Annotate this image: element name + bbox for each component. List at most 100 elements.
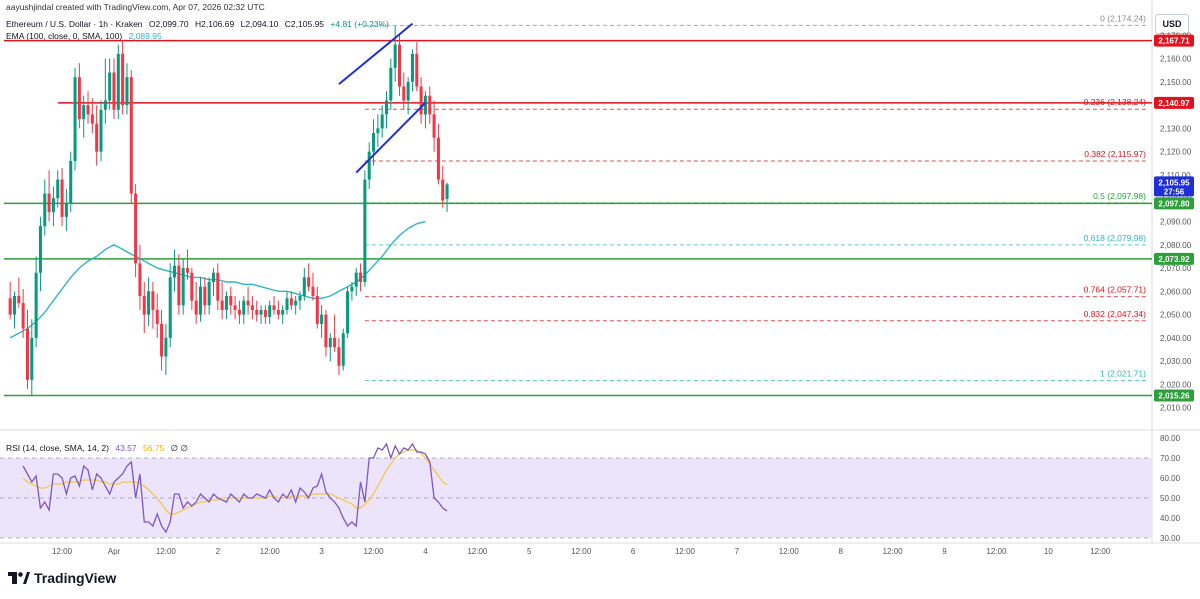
price-tick-label: 2,010.00 xyxy=(1160,404,1192,413)
candle-body xyxy=(90,114,94,124)
time-tick-label: 4 xyxy=(423,547,428,556)
candle-body xyxy=(255,309,259,315)
candle-body xyxy=(397,44,401,87)
candle-body xyxy=(384,100,389,115)
time-tick-label: 12:00 xyxy=(883,547,904,556)
candle-body xyxy=(367,151,371,180)
time-tick-label: 3 xyxy=(319,547,324,556)
price-level-badge-label: 2,097.80 xyxy=(1158,199,1190,208)
candle-body xyxy=(389,67,393,101)
candle-body xyxy=(181,268,185,306)
candle-body xyxy=(73,77,77,161)
candle-body xyxy=(38,226,42,273)
price-tick-label: 2,130.00 xyxy=(1160,124,1192,133)
symbol-legend[interactable]: Ethereum / U.S. Dollar · 1h · Kraken O2,… xyxy=(6,19,393,29)
last-price-label: 2,105.95 xyxy=(1158,178,1190,187)
fibonacci-level-label: 0.382 (2,115.97) xyxy=(1084,149,1146,159)
tradingview-logo[interactable]: TradingView xyxy=(8,570,116,586)
candle-body xyxy=(246,300,250,306)
tradingview-icon xyxy=(8,572,30,584)
price-level-badge xyxy=(1154,252,1194,265)
time-tick-label: 12:00 xyxy=(156,547,177,556)
candle-body xyxy=(30,337,34,380)
candle-body xyxy=(160,323,164,357)
candle-body xyxy=(346,291,350,334)
candle-body xyxy=(402,86,406,101)
candle-body xyxy=(77,77,81,120)
candle-body xyxy=(337,347,341,366)
price-level-badge xyxy=(1154,389,1194,402)
candle-body xyxy=(324,314,328,348)
fibonacci-level-label: 0.832 (2,047.34) xyxy=(1084,309,1147,319)
rsi-tick-label: 60.00 xyxy=(1160,474,1181,483)
candle-body xyxy=(298,295,302,301)
close-value: C2,105.95 xyxy=(284,19,325,29)
price-level-badge-label: 2,015.26 xyxy=(1158,391,1190,400)
time-tick-label: 6 xyxy=(631,547,636,556)
candle-body xyxy=(423,95,427,115)
candle-body xyxy=(250,305,254,310)
time-tick-label: 12:00 xyxy=(467,547,488,556)
candle-body xyxy=(432,114,436,138)
candle-body xyxy=(21,302,25,329)
rsi-legend[interactable]: RSI (14, close, SMA, 14, 2) 43.57 56.75 … xyxy=(6,443,192,454)
time-tick-label: 12:00 xyxy=(675,547,696,556)
candle-body xyxy=(103,100,107,110)
chart-attribution: aayushjindal created with TradingView.co… xyxy=(6,2,265,12)
candle-body xyxy=(376,128,380,134)
price-level-badge xyxy=(1154,34,1194,47)
time-tick-label: 12:00 xyxy=(260,547,281,556)
time-tick-label: 12:00 xyxy=(364,547,385,556)
ema-legend[interactable]: EMA (100, close, 0, SMA, 100) 2,089.95 xyxy=(6,31,166,41)
ema-label: EMA (100, close, 0, SMA, 100) xyxy=(6,31,123,41)
price-tick-label: 2,120.00 xyxy=(1160,148,1192,157)
price-tick-label: 2,060.00 xyxy=(1160,287,1192,296)
candle-body xyxy=(112,72,116,110)
candle-body xyxy=(410,53,414,82)
candle-body xyxy=(289,298,293,306)
candle-body xyxy=(276,309,280,315)
price-tick-label: 2,020.00 xyxy=(1160,380,1192,389)
candle-body xyxy=(69,160,73,203)
high-value: H2,106.69 xyxy=(194,19,235,29)
candle-body xyxy=(372,133,376,152)
time-tick-label: 12:00 xyxy=(52,547,73,556)
candle-body xyxy=(95,123,99,152)
candle-body xyxy=(211,272,215,283)
rsi-ma-value: 56.75 xyxy=(143,443,165,453)
candle-body xyxy=(315,295,319,324)
candle-body xyxy=(47,193,51,213)
price-tick-label: 2,070.00 xyxy=(1160,264,1192,273)
price-tick-label: 2,050.00 xyxy=(1160,311,1192,320)
candle-body xyxy=(86,105,90,115)
candle-body xyxy=(436,137,440,180)
currency-button[interactable]: USD xyxy=(1155,14,1189,34)
time-tick-label: 2 xyxy=(216,547,221,556)
candle-body xyxy=(34,272,38,338)
time-tick-label: 10 xyxy=(1044,547,1053,556)
open-value: O2,099.70 xyxy=(148,19,189,29)
fibonacci-level-label: 0.618 (2,079.98) xyxy=(1084,233,1147,243)
candle-body xyxy=(311,286,315,296)
candle-body xyxy=(233,305,237,310)
candle-body xyxy=(151,291,155,310)
candle-body xyxy=(60,179,64,217)
time-tick-label: 12:00 xyxy=(779,547,800,556)
candle-body xyxy=(125,77,129,106)
rsi-label: RSI (14, close, SMA, 14, 2) xyxy=(6,443,109,453)
candle-body xyxy=(229,295,233,306)
candle-body xyxy=(406,81,410,101)
candle-body xyxy=(190,272,194,301)
time-tick-label: 8 xyxy=(838,547,843,556)
symbol-label: Ethereum / U.S. Dollar · 1h · Kraken xyxy=(6,19,143,29)
fibonacci-level-label: 1 (2,021.71) xyxy=(1100,368,1146,378)
candle-body xyxy=(307,277,311,287)
candle-body xyxy=(359,272,363,283)
fibonacci-level-label: 0.5 (2,097.98) xyxy=(1093,191,1146,201)
candle-body xyxy=(380,114,384,129)
candle-body xyxy=(164,337,168,357)
candle-body xyxy=(242,300,246,315)
candle-body xyxy=(263,309,267,317)
price-tick-label: 2,080.00 xyxy=(1160,241,1192,250)
